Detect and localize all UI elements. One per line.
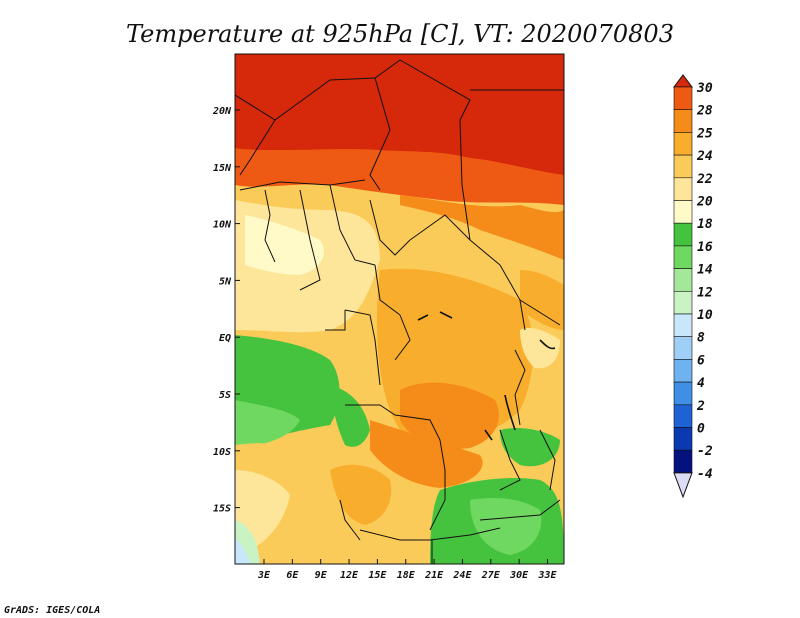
colorbar-label: 10 (697, 308, 713, 323)
colorbar-label: 6 (697, 353, 705, 368)
field-north-30 (235, 54, 564, 175)
colorbar-segment (673, 381, 693, 406)
field-congo-south-25 (370, 420, 483, 488)
colorbar-segment (673, 449, 693, 474)
field-east-24 (520, 270, 564, 330)
x-tick-label: 30E (509, 570, 529, 581)
x-tick-label: 12E (340, 570, 359, 581)
field-southeast-14 (470, 498, 542, 555)
field-angola-highlands-24 (330, 464, 392, 525)
x-tick-label: 27E (481, 570, 501, 581)
x-tick-label: 15E (368, 570, 387, 581)
y-tick-label: 15S (213, 504, 231, 515)
colorbar-label: 30 (696, 81, 713, 96)
field-angola-coast-16 (330, 385, 370, 447)
colorbar-top-triangle (673, 74, 693, 88)
colorbar-label: 28 (696, 104, 713, 119)
lakes (417, 311, 556, 441)
x-tick-label: 21E (424, 570, 444, 581)
colorbar-label: 8 (697, 331, 705, 346)
colorbar-segment (673, 222, 693, 247)
colorbar-segment (673, 313, 693, 338)
colorbar-label: 2 (696, 399, 705, 414)
y-tick-label: 15N (213, 163, 232, 174)
colorbar-label: 24 (696, 149, 713, 164)
colorbar-label: 18 (697, 217, 713, 232)
y-tick-label: 20N (212, 106, 232, 117)
colorbar-segment (673, 427, 693, 451)
colorbar-label: -4 (697, 467, 713, 482)
y-tick-label: 10N (213, 220, 232, 231)
field-east-lake-region (520, 328, 560, 369)
colorbar-label: 12 (697, 285, 713, 300)
colorbar-segment (673, 86, 693, 111)
colorbar-label: 20 (696, 195, 713, 210)
field-north-25 (400, 195, 564, 260)
x-tick-label: 24E (452, 570, 472, 581)
y-tick-label: 5S (219, 390, 231, 401)
colorbar-segment (673, 290, 693, 315)
field-atlantic-14 (235, 400, 300, 450)
colorbar-label: 0 (697, 422, 705, 437)
colorbar-segment (673, 109, 693, 133)
colorbar-segment (673, 245, 693, 269)
x-tick-label: 6E (286, 570, 299, 581)
map (235, 54, 564, 564)
colorbar-label: 14 (697, 263, 713, 278)
field-east-highlands-16 (500, 428, 560, 467)
field-southwest-sea-10 (235, 538, 250, 564)
x-tick-label: 33E (537, 570, 557, 581)
colorbar-segment (673, 200, 693, 224)
chart-title: Temperature at 925hPa [C], VT: 202007080… (126, 20, 674, 48)
colorbar-segment (673, 132, 693, 156)
colorbar-segment (673, 336, 693, 360)
colorbar-label: 25 (696, 126, 713, 141)
x-tick-label: 18E (397, 570, 416, 581)
colorbar-segment (673, 404, 693, 428)
x-axis: 3E 6E 9E 12E 15E 18E 21E 24E 27E 30E 33E (257, 559, 558, 581)
x-tick-label: 9E (315, 570, 328, 581)
colorbar-segment (673, 268, 693, 292)
country-borders (235, 59, 564, 564)
y-axis: 20N 15N 10N 5N EQ 5S 10S 15S (212, 106, 240, 515)
x-tick-label: 3E (257, 570, 271, 581)
field-congo-25 (400, 382, 499, 449)
plot-frame (234, 53, 565, 565)
colorbar-segment (673, 359, 693, 383)
y-tick-label: EQ (219, 333, 231, 344)
colorbar-label: 22 (696, 172, 713, 187)
footer-credit: GrADS: IGES/COLA (4, 605, 100, 616)
y-tick-label: 10S (213, 447, 231, 458)
colorbar-segment (673, 177, 693, 201)
colorbar-label: 16 (697, 240, 713, 255)
colorbar-bottom-triangle (673, 472, 693, 499)
colorbar-label: -2 (697, 444, 713, 459)
colorbar-label: 4 (697, 376, 705, 391)
colorbar-segment (673, 154, 693, 179)
y-tick-label: 5N (219, 276, 232, 287)
field-coast-18 (245, 215, 324, 275)
